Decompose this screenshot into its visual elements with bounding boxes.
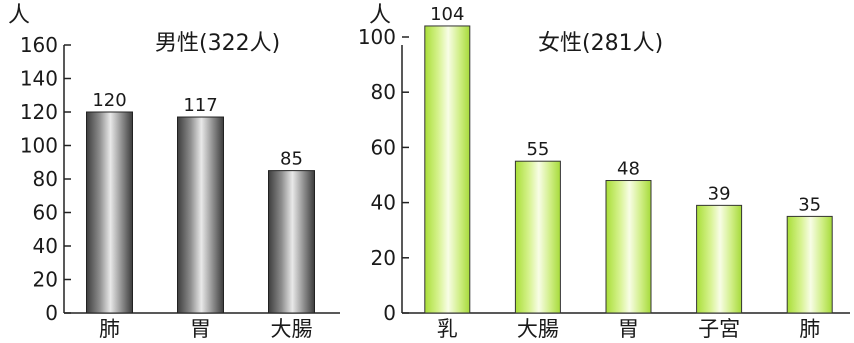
y-tick-label: 80 xyxy=(33,167,58,191)
bars: 120 117 85 xyxy=(86,90,315,314)
y-tick-label: 0 xyxy=(45,301,58,325)
value-label: 120 xyxy=(92,90,126,111)
y-tick-label: 20 xyxy=(33,268,58,292)
category-label: 肺 xyxy=(799,317,820,339)
value-label: 117 xyxy=(183,95,217,116)
y-tick-label: 100 xyxy=(358,25,396,49)
y-axis-unit-label: 人 xyxy=(8,3,30,28)
y-tick-label: 20 xyxy=(371,246,396,270)
category-label: 乳 xyxy=(437,317,458,339)
y-tick-label: 80 xyxy=(371,80,396,104)
value-label: 48 xyxy=(617,159,640,180)
category-label: 子宮 xyxy=(698,317,740,339)
chart-male: 人 男性(322人) 0 20 40 60 80 100 120 140 160 120 117 8… xyxy=(8,3,340,341)
bar-肺 xyxy=(86,111,133,314)
y-tick-label: 120 xyxy=(20,100,58,124)
category-label: 胃 xyxy=(190,317,211,339)
category-label: 胃 xyxy=(618,317,639,339)
y-tick-label: 40 xyxy=(33,234,58,258)
category-labels: 乳 大腸 胃 子宮 肺 xyxy=(437,317,820,341)
chart-title: 女性(281人) xyxy=(538,31,663,56)
y-tick-label: 0 xyxy=(383,301,396,325)
y-tick-label: 160 xyxy=(20,33,58,57)
y-axis-unit-label: 人 xyxy=(369,3,391,28)
chart-female: 人 女性(281人) 0 20 40 60 80 100 104 55 48 39 35 乳 大腸 胃… xyxy=(358,3,850,341)
y-axis-ticks: 0 20 40 60 80 100 120 140 160 xyxy=(20,33,71,325)
y-tick-label: 40 xyxy=(371,191,396,215)
category-label: 肺 xyxy=(99,317,120,339)
value-label: 55 xyxy=(526,139,549,160)
bar-子宮 xyxy=(696,204,743,314)
bar-胃 xyxy=(177,116,224,314)
bar-肺 xyxy=(786,215,833,314)
bar-大腸 xyxy=(268,170,315,314)
category-labels: 肺 胃 大腸 xyxy=(99,317,313,341)
y-axis-ticks: 0 20 40 60 80 100 xyxy=(358,25,409,325)
value-label: 104 xyxy=(430,4,464,25)
y-tick-label: 100 xyxy=(20,134,58,158)
chart-title: 男性(322人) xyxy=(155,31,280,56)
value-label: 85 xyxy=(280,149,303,170)
bar-大腸 xyxy=(514,160,561,314)
value-label: 39 xyxy=(708,183,731,204)
y-tick-label: 140 xyxy=(20,67,58,91)
bars: 104 55 48 39 35 xyxy=(424,4,833,314)
y-tick-label: 60 xyxy=(371,135,396,159)
category-label: 大腸 xyxy=(517,317,559,339)
bar-胃 xyxy=(605,180,652,314)
value-label: 35 xyxy=(798,194,821,215)
category-label: 大腸 xyxy=(271,317,313,339)
y-tick-label: 60 xyxy=(33,201,58,225)
bar-乳 xyxy=(424,25,471,314)
